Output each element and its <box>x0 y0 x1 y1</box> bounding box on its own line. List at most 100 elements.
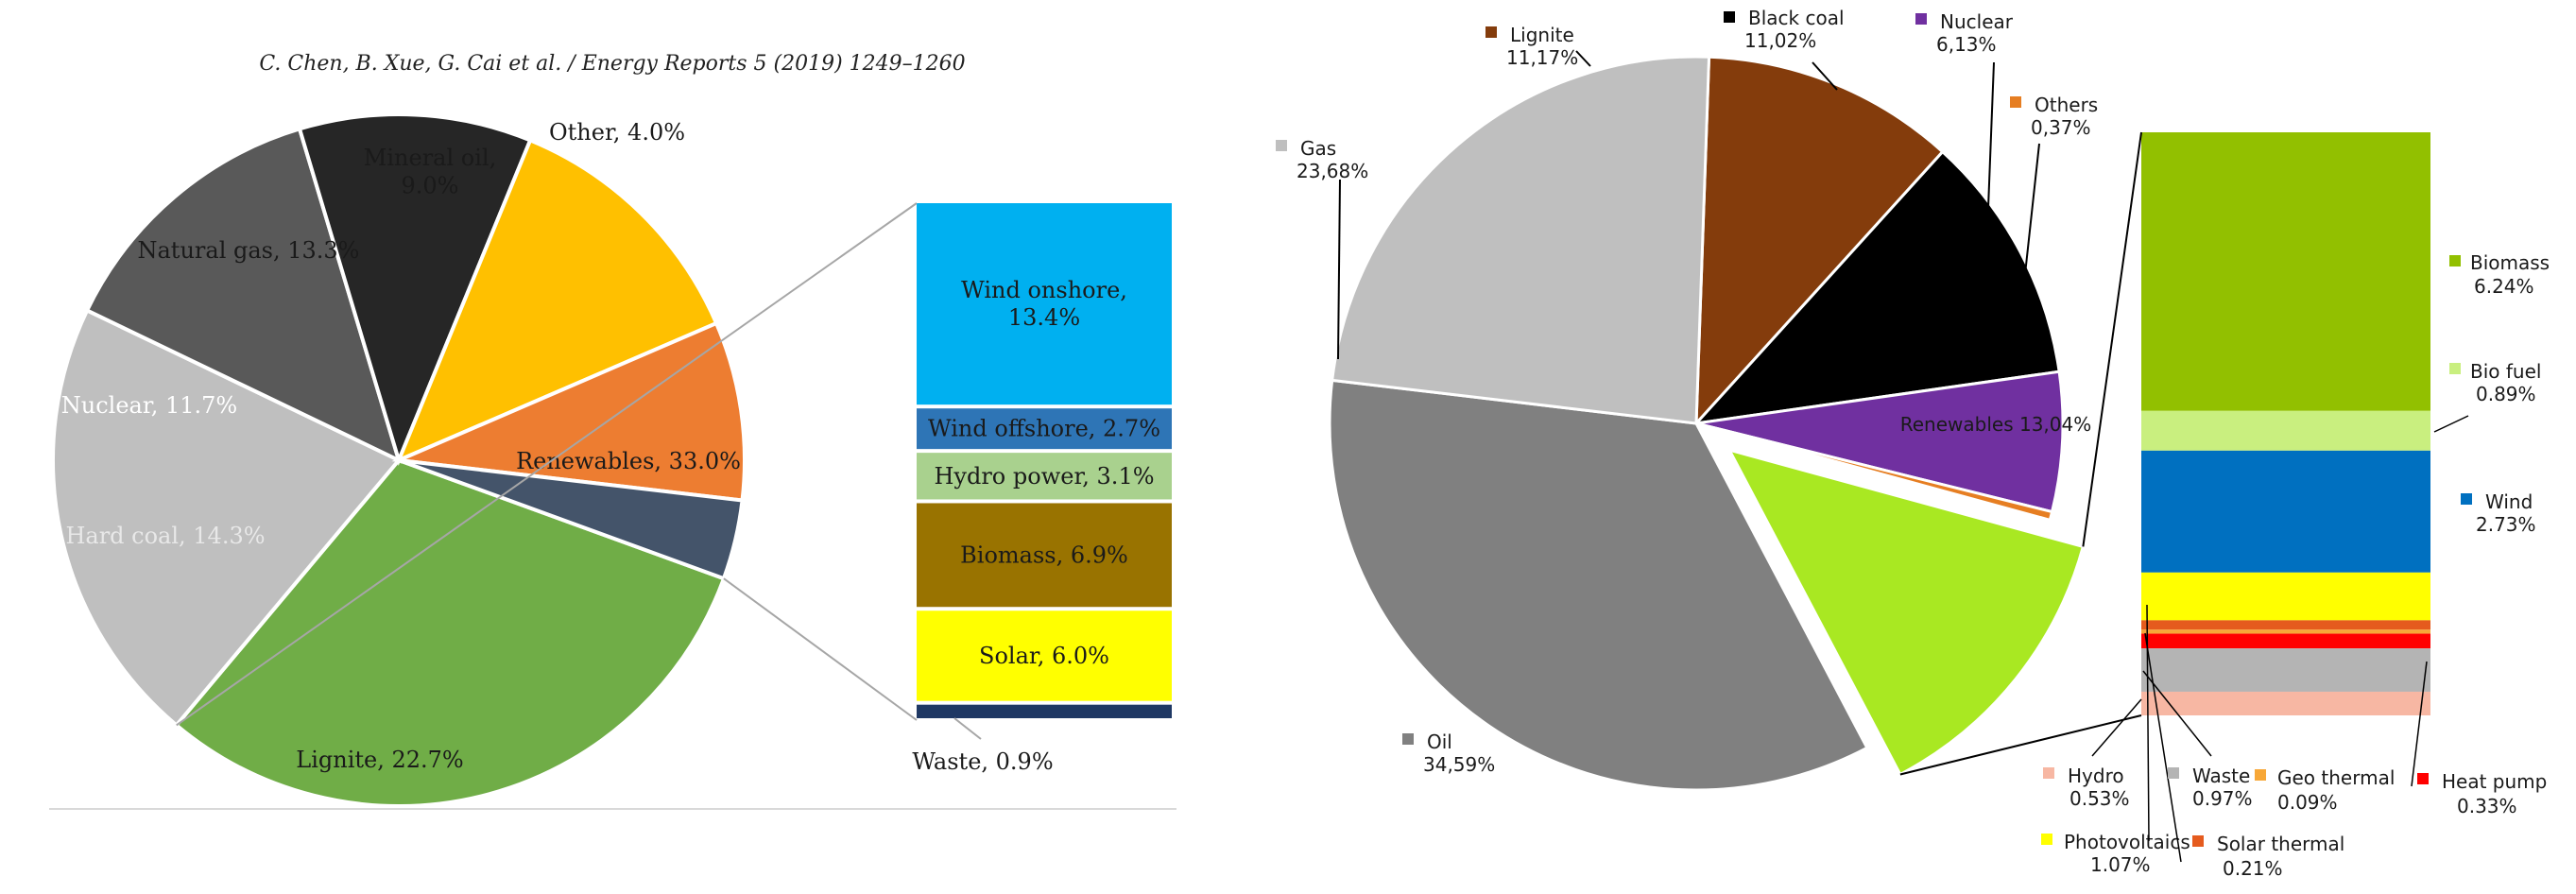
pie2-label-value-lignite: 11,17% <box>1506 46 1578 69</box>
pie1-slice-renewables <box>173 457 727 808</box>
bar2-label-name-bio-fuel: Bio fuel <box>2470 360 2541 383</box>
citation-header: C. Chen, B. Xue, G. Cai et al. / Energy … <box>259 52 965 76</box>
bar2-leader-solar-thermal <box>2144 632 2182 863</box>
bar2-legend-swatch-photovoltaics <box>2041 834 2052 845</box>
bar2-label-value-heat-pump: 0.33% <box>2457 795 2517 817</box>
bar2-label-value-waste: 0.97% <box>2192 787 2253 810</box>
pie2-slice-oil <box>1328 378 1869 792</box>
bar2-label-value-geo-thermal: 0.09% <box>2277 791 2338 814</box>
bar2-segment-waste <box>2141 648 2430 692</box>
bar1-label-wind-onshore: Wind onshore, 13.4% <box>961 277 1127 331</box>
pie1-label-lignite: Lignite, 22.7% <box>296 747 463 773</box>
bar2-label-name-hydro: Hydro <box>2068 765 2124 787</box>
pie1-label-hard-coal: Hard coal, 14.3% <box>65 523 265 549</box>
bar2-label-name-photovoltaics: Photovoltaics <box>2064 831 2190 853</box>
bar2-leader-hydro <box>2091 698 2142 757</box>
bar1-label-biomass: Biomass, 6.9% <box>960 542 1128 568</box>
pie2-slice-black-coal <box>1692 149 2061 426</box>
bar1-label-wind-offshore: Wind offshore, 2.7% <box>928 416 1160 442</box>
bar2-label-name-solar-thermal: Solar thermal <box>2217 833 2344 855</box>
bar2-legend-swatch-biomass <box>2449 255 2461 266</box>
bar2-label-name-waste: Waste <box>2192 765 2250 787</box>
bar2-segment-bio-fuel <box>2141 410 2430 451</box>
bar2-leader-bio-fuel <box>2433 415 2469 433</box>
chart-1-pie-of-renewables: Renewables, 33.0% Lignite, 22.7% Hard coal… <box>51 112 1172 808</box>
pie2-label-name-nuclear: Nuclear <box>1940 10 2014 33</box>
bar1-segment-hydro-power <box>917 453 1172 500</box>
pie2-label-value-oil: 34,59% <box>1423 753 1495 776</box>
bar2-label-value-solar-thermal: 0.21% <box>2223 857 2283 880</box>
pie2-label-name-others: Others <box>2035 94 2098 116</box>
pie2-legend-swatch-others <box>2010 96 2021 108</box>
pie2-legend-swatch-oil <box>1402 733 1414 745</box>
bar1-segment-wind-offshore <box>917 408 1172 450</box>
pie2-connector-top <box>2082 131 2142 547</box>
pie2-label-value-gas: 23,68% <box>1297 160 1368 182</box>
bar2-label-value-photovoltaics: 1.07% <box>2090 853 2151 876</box>
pie1-slice-natural-gas <box>395 137 719 464</box>
bar2-segment-heat-pump <box>2141 633 2430 649</box>
bar2-legend-swatch-wind <box>2461 493 2472 505</box>
pie1-connector-top <box>176 202 918 727</box>
pie1-label-renewables: Renewables, 33.0% <box>516 448 741 474</box>
pie1-slice-nuclear <box>297 112 533 466</box>
bar1-label-waste: Waste, 0.9% <box>912 748 1053 775</box>
pie2-label-value-nuclear: 6,13% <box>1936 33 1997 56</box>
pie2-leader-lignite <box>1575 50 1591 67</box>
bar2-label-name-biomass: Biomass <box>2470 251 2550 274</box>
pie2-legend-swatch-lignite <box>1485 26 1497 38</box>
bar2-label-value-wind: 2.73% <box>2476 513 2536 536</box>
pie2-label-value-others: 0,37% <box>2031 116 2091 139</box>
bar2-label-name-heat-pump: Heat pump <box>2442 770 2547 793</box>
bar2-leader-heat-pump <box>2411 661 2428 787</box>
bar2-label-value-biomass: 6.24% <box>2474 275 2534 298</box>
pie1-connector-bottom <box>723 577 918 721</box>
bar2-label-name-wind: Wind <box>2485 490 2533 513</box>
pie2-label-name-oil: Oil <box>1427 731 1452 753</box>
pie2-label-name-lignite: Lignite <box>1510 24 1574 46</box>
bar2-legend-swatch-solar-thermal <box>2192 835 2204 847</box>
bar2-legend-swatch-geo-thermal <box>2255 769 2266 781</box>
pie2-slice-renewables <box>1726 447 2086 777</box>
pie2-label-name-gas: Gas <box>1300 137 1336 160</box>
bar2-legend-swatch-heat-pump <box>2417 773 2429 784</box>
pie1-slice-hard-coal <box>84 126 403 464</box>
pie1-slice-lignite <box>51 307 403 729</box>
pie2-legend-swatch-nuclear <box>1915 13 1927 25</box>
pie1-label-mineral-oil: Mineral oil, 9.0% <box>364 145 496 198</box>
pie2-label-value-black-coal: 11,02% <box>1744 29 1816 52</box>
bar1-segment-wind-onshore <box>917 203 1172 405</box>
pie2-label-renewables: Renewables 13,04% <box>1900 413 2092 436</box>
pie2-leader-black-coal <box>1812 61 1838 91</box>
pie2-slice-lignite <box>1694 55 1945 428</box>
pie2-leader-nuclear <box>1987 61 1995 209</box>
bar2-legend-swatch-waste <box>2168 767 2179 779</box>
bar1-label-hydro-power: Hydro power, 3.1% <box>934 463 1154 490</box>
bar1-label-solar: Solar, 6.0% <box>979 643 1109 669</box>
pie2-slice-gas <box>1331 55 1711 425</box>
bar1-segment-biomass <box>917 503 1172 608</box>
pie2-slice-others <box>1695 421 2054 523</box>
bar2-segment-biomass <box>2141 132 2430 411</box>
pie1-slice-other <box>398 458 745 581</box>
bar2-segment-photovoltaics <box>2141 572 2430 621</box>
bar2-legend-swatch-bio-fuel <box>2449 363 2461 374</box>
bar2-leader-waste <box>2142 670 2212 757</box>
pie1-label-natural-gas: Natural gas, 13.3% <box>138 237 360 264</box>
pie2-leader-gas <box>1337 179 1341 360</box>
bar1-segment-solar <box>917 610 1172 701</box>
bar2-label-value-bio-fuel: 0.89% <box>2476 383 2536 405</box>
pie1-slice-mineral-oil <box>391 320 747 503</box>
bar1-segment-waste <box>917 704 1172 718</box>
bar2-segment-wind <box>2141 450 2430 573</box>
pie2-label-name-black-coal: Black coal <box>1748 7 1845 29</box>
pie2-legend-swatch-gas <box>1276 140 1287 151</box>
bar1-leader-waste <box>953 717 982 740</box>
pie2-legend-swatch-black-coal <box>1724 11 1735 23</box>
bar2-segment-geo-thermal <box>2141 629 2430 634</box>
bar2-label-value-hydro: 0.53% <box>2069 787 2130 810</box>
pie2-leader-others <box>2024 143 2040 275</box>
pie2-connector-bottom <box>1899 714 2142 776</box>
